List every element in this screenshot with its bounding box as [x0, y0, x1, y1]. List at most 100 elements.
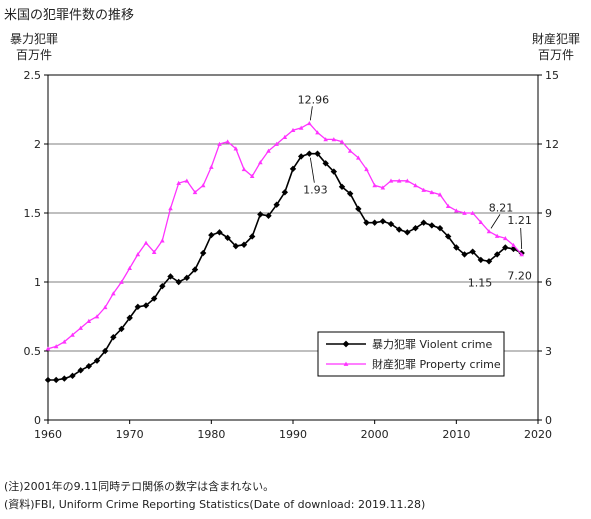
property-crime-point — [315, 130, 320, 135]
violent-crime-point — [493, 251, 501, 258]
violent-crime-point — [265, 212, 272, 219]
property-crime-point — [388, 178, 394, 183]
violent-crime-point — [387, 220, 395, 228]
violent-crime-point — [444, 233, 452, 240]
violent-crime-point — [142, 302, 150, 309]
property-crime-point — [274, 141, 279, 146]
property-crime-point — [94, 314, 100, 319]
violent-crime-point — [134, 303, 142, 311]
annotation-leader — [309, 157, 315, 183]
violent-crime-point — [453, 244, 460, 251]
property-crime-point — [429, 190, 435, 195]
violent-crime-point — [273, 201, 280, 208]
x-tick-label: 1980 — [197, 428, 225, 441]
violent-crime-point — [61, 375, 68, 382]
violent-crime-point — [69, 372, 76, 380]
property-crime-point — [478, 219, 484, 225]
property-crime-point — [160, 238, 165, 243]
x-tick-label: 1970 — [116, 428, 144, 441]
violent-crime-point — [126, 314, 133, 322]
violent-crime-point — [199, 249, 207, 257]
property-crime-point — [151, 249, 157, 254]
property-crime-point — [307, 121, 312, 126]
property-crime-point — [200, 183, 206, 188]
annotation-property-2018: 7.20 — [507, 269, 532, 282]
property-crime-point — [470, 210, 475, 215]
property-crime-point — [462, 210, 467, 215]
violent-crime-point — [257, 211, 264, 218]
violent-crime-point — [44, 376, 52, 384]
left-tick-label: 0.5 — [24, 345, 42, 358]
annotation-property-peak: 12.96 — [298, 93, 330, 106]
violent-crime-point — [85, 362, 93, 370]
legend-label-violent: 暴力犯罪 Violent crime — [372, 338, 493, 351]
violent-crime-point — [363, 219, 370, 226]
property-crime-point — [503, 236, 508, 241]
legend-box — [317, 331, 505, 377]
violent-crime-point — [420, 219, 427, 226]
violent-crime-point — [314, 150, 321, 157]
violent-crime-point — [379, 218, 387, 225]
violent-crime-point — [338, 183, 346, 190]
violent-crime-point — [461, 251, 468, 258]
axes-layer: 0 0.5 1 1.5 2 2.5 0 3 6 9 12 15 1960 1970 1980 1990 2000… — [24, 69, 560, 441]
series-layer — [44, 121, 525, 384]
violent-crime-point — [330, 168, 338, 175]
annotation-leader — [309, 106, 313, 121]
left-axis-title-line1: 暴力犯罪 — [9, 32, 58, 46]
violent-crime-point — [52, 376, 60, 384]
violent-crime-point — [208, 231, 215, 239]
chart-title: 米国の犯罪件数の推移 — [4, 8, 135, 23]
violent-crime-point — [191, 266, 199, 273]
property-crime-point — [127, 265, 132, 271]
right-axis-title-line2: 百万件 — [537, 48, 574, 62]
property-crime-point — [298, 125, 304, 130]
violent-crime-point — [371, 219, 378, 226]
footnote-note: (注)2001年の9.11同時テロ関係の数字は含まれない。 — [4, 480, 275, 493]
violent-crime-point — [346, 190, 354, 197]
property-crime-point — [339, 139, 345, 144]
legend-label-property: 財産犯罪 Property crime — [372, 357, 501, 371]
violent-crime-point — [167, 273, 174, 280]
property-crime-point — [437, 192, 443, 197]
property-crime-point — [405, 178, 410, 183]
violent-crime-point — [240, 241, 248, 248]
violent-crime-point — [412, 224, 419, 232]
property-crime-point — [168, 206, 173, 211]
violent-crime-point — [118, 325, 125, 333]
violent-crime-point — [110, 334, 117, 341]
annotation-violent-2018: 1.21 — [507, 214, 532, 227]
property-crime-point — [53, 344, 59, 349]
left-tick-label: 2 — [34, 138, 41, 151]
violent-crime-point — [395, 226, 403, 233]
footnote-source: (資料)FBI, Uniform Crime Reporting Statist… — [4, 498, 426, 511]
left-tick-label: 0 — [34, 414, 41, 427]
property-crime-point — [217, 141, 222, 146]
property-crime-point — [364, 167, 369, 172]
property-crime-point — [102, 305, 108, 310]
annotation-violent-2014: 1.15 — [468, 276, 493, 289]
x-tick-label: 1990 — [279, 428, 307, 441]
property-crime-point — [62, 339, 67, 344]
property-crime-point — [421, 187, 426, 192]
right-axis-title: 財産犯罪 百万件 — [528, 31, 584, 63]
x-tick-label: 2010 — [442, 428, 470, 441]
property-crime-point — [78, 325, 83, 330]
violent-crime-point — [404, 229, 411, 236]
legend-swatch-marker — [343, 361, 349, 366]
left-tick-label: 2.5 — [24, 69, 42, 82]
annotation-leader — [520, 228, 523, 250]
violent-crime-point — [248, 233, 256, 240]
violent-crime-point — [428, 222, 436, 229]
property-crime-point — [176, 180, 181, 185]
violent-crime-point — [101, 347, 109, 355]
left-axis-title: 暴力犯罪 百万件 — [8, 31, 60, 63]
property-crime-point — [486, 229, 492, 234]
annotation-layer: 12.96 1.93 8.211.21 1.15 7.20 — [298, 93, 532, 289]
property-crime-point — [413, 183, 418, 188]
property-crime-point — [396, 178, 402, 183]
property-crime-point — [445, 203, 451, 208]
violent-crime-point — [485, 258, 493, 265]
right-tick-label: 6 — [545, 276, 552, 289]
